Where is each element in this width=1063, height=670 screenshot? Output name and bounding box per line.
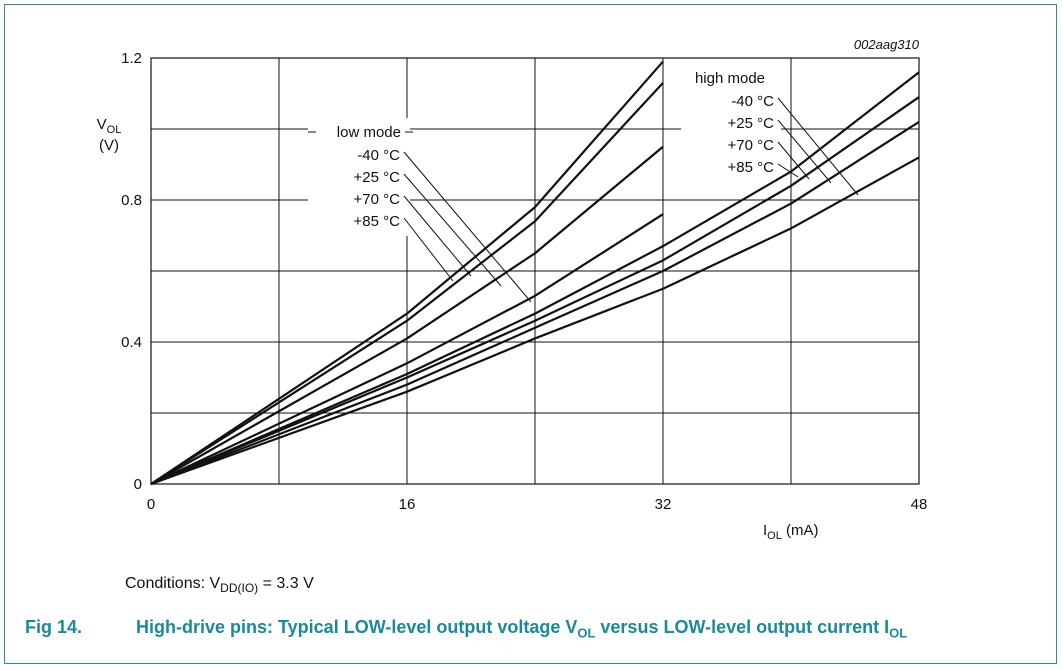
low-mode-leader-line (403, 173, 502, 287)
x-axis-label: IOL (mA) (763, 522, 819, 542)
conditions-suffix: = 3.3 V (258, 575, 314, 592)
series-line-low-2 (150, 145, 664, 485)
high-mode-leader-line (777, 119, 832, 184)
y-axis-label: VOL (97, 116, 122, 136)
figure-caption: Fig 14. High-drive pins: Typical LOW-leve… (25, 615, 1045, 646)
conditions-note: Conditions: VDD(IO) = 3.3 V (125, 575, 314, 595)
low-mode-series-label: +25 °C (354, 169, 401, 186)
x-tick-label: 32 (655, 496, 672, 513)
low-mode-series-label: +85 °C (354, 213, 401, 230)
x-tick-label: 0 (147, 496, 155, 513)
series-line-low-3 (150, 213, 664, 485)
low-mode-leader-line (403, 217, 454, 282)
figure-frame: 0 16 32 48 0 0.4 0.8 1.2 002aag310 VOL (V) IOL (mA)… (4, 4, 1057, 664)
high-mode-series-label: +70 °C (728, 137, 775, 154)
x-tick-label: 48 (911, 496, 928, 513)
caption-sub-b: OL (889, 625, 908, 641)
high-mode-leader-line (777, 97, 859, 196)
series-line-low-0 (150, 60, 664, 485)
high-mode-leader-line (777, 163, 799, 178)
high-mode-label-mask (681, 65, 781, 181)
y-tick-label: 1.2 (121, 50, 142, 67)
y-tick-label: 0 (134, 476, 142, 493)
annotations: 0 16 32 48 0 0.4 0.8 1.2 002aag310 VOL(V) IOL (mA)… (97, 37, 928, 542)
caption-sub-a: OL (577, 625, 596, 641)
high-mode-label: high mode (695, 70, 765, 87)
series-line-high-1 (150, 96, 920, 486)
caption-text-b: versus LOW-level output current I (595, 617, 890, 637)
figure-number: Fig 14. (25, 617, 83, 637)
series-line-high-3 (150, 156, 920, 486)
figure-id-label: 002aag310 (854, 37, 920, 52)
low-mode-label-mask (308, 118, 410, 236)
plot-area-border (150, 57, 920, 485)
low-mode-leader-line (403, 195, 472, 277)
high-mode-leader-line (777, 141, 810, 180)
series-line-high-2 (150, 120, 920, 486)
low-mode-leader-line (403, 151, 532, 303)
series-lines (150, 60, 920, 486)
low-mode-series-label: +70 °C (354, 191, 401, 208)
y-tick-label: 0.4 (121, 334, 142, 351)
y-axis-unit: (V) (99, 137, 119, 154)
high-mode-series-label: +85 °C (728, 159, 775, 176)
caption-text-a: High-drive pins: Typical LOW-level outpu… (136, 617, 578, 637)
conditions-sub: DD(IO) (220, 581, 259, 596)
series-line-low-1 (150, 82, 664, 485)
low-mode-series-label: -40 °C (357, 147, 400, 164)
y-tick-label: 0.8 (121, 192, 142, 209)
high-mode-series-label: +25 °C (728, 115, 775, 132)
low-mode-label: low mode (337, 124, 401, 141)
conditions-prefix: Conditions: V (125, 575, 221, 592)
grid (151, 58, 919, 484)
series-line-high-0 (150, 71, 920, 486)
chart: 0 16 32 48 0 0.4 0.8 1.2 002aag310 VOL(V) IOL (mA)… (97, 37, 928, 542)
high-mode-series-label: -40 °C (731, 93, 774, 110)
x-tick-label: 16 (399, 496, 416, 513)
